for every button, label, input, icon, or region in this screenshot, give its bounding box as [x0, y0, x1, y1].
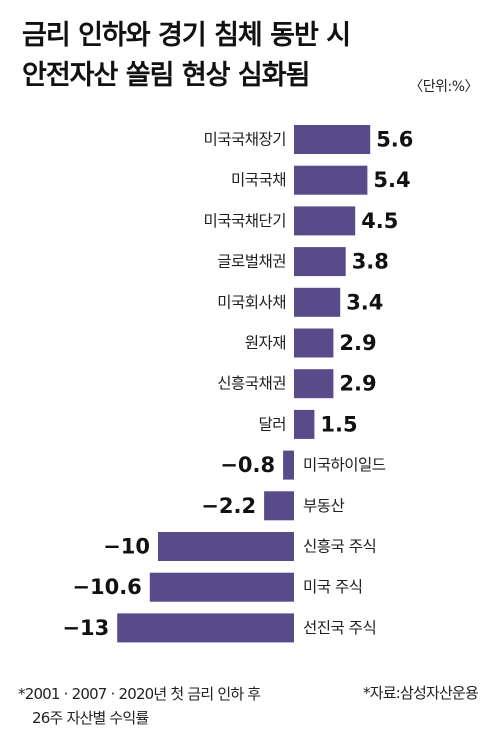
- bar: [294, 369, 334, 399]
- bar: [149, 572, 294, 602]
- footnote-line-1: *2001 · 2007 · 2020년 첫 금리 인하 후: [18, 685, 261, 703]
- bar: [294, 328, 334, 358]
- value-label: −13: [62, 616, 109, 640]
- source-note: *자료:삼성자산운용: [363, 684, 479, 702]
- bar: [294, 409, 315, 439]
- category-label: 미국회사채: [217, 293, 286, 311]
- category-label: 미국국채: [231, 171, 286, 189]
- value-label: 4.5: [361, 209, 398, 233]
- value-label: −2.2: [201, 494, 256, 518]
- category-label: 미국 주식: [303, 578, 362, 596]
- category-label: 선진국 주식: [303, 619, 376, 637]
- chart-title: 금리 인하와 경기 침체 동반 시 안전자산 쏠림 현상 심화됨: [22, 16, 351, 96]
- bar: [158, 532, 294, 561]
- bar: [283, 450, 294, 480]
- bar: [117, 613, 294, 643]
- category-label: 달러: [258, 415, 286, 433]
- bar: [294, 206, 356, 236]
- category-label: 신흥국 주식: [303, 538, 376, 556]
- category-label: 신흥국채권: [217, 375, 286, 393]
- value-label: −10: [103, 535, 150, 559]
- value-label: 5.6: [376, 128, 413, 152]
- value-label: 3.8: [352, 250, 389, 274]
- bar: [294, 247, 346, 277]
- title-line-1: 금리 인하와 경기 침체 동반 시: [22, 20, 351, 51]
- value-label: 3.4: [346, 290, 383, 314]
- bar: [294, 125, 371, 154]
- value-label: 2.9: [339, 331, 376, 355]
- bar: [264, 491, 294, 521]
- bar: [294, 287, 341, 317]
- category-label: 미국국채단기: [203, 212, 286, 230]
- value-label: 2.9: [339, 372, 376, 396]
- category-label: 미국국채장기: [203, 131, 286, 149]
- category-label: 부동산: [303, 497, 345, 515]
- footnote-line-2: 26주 자산별 수익률: [32, 709, 149, 727]
- category-label: 미국하이일드: [303, 456, 386, 474]
- category-label: 원자재: [245, 334, 286, 352]
- value-label: −0.8: [220, 453, 275, 477]
- category-label: 글로벌채권: [217, 253, 286, 271]
- bar: [294, 165, 368, 195]
- value-label: 5.4: [373, 168, 410, 192]
- footnote: *2001 · 2007 · 2020년 첫 금리 인하 후 26주 자산별 수…: [18, 682, 261, 730]
- unit-label: 〈단위:%〉: [409, 79, 478, 95]
- value-label: 1.5: [320, 412, 357, 436]
- value-label: −10.6: [72, 575, 141, 599]
- title-line-2: 안전자산 쏠림 현상 심화됨: [22, 60, 310, 91]
